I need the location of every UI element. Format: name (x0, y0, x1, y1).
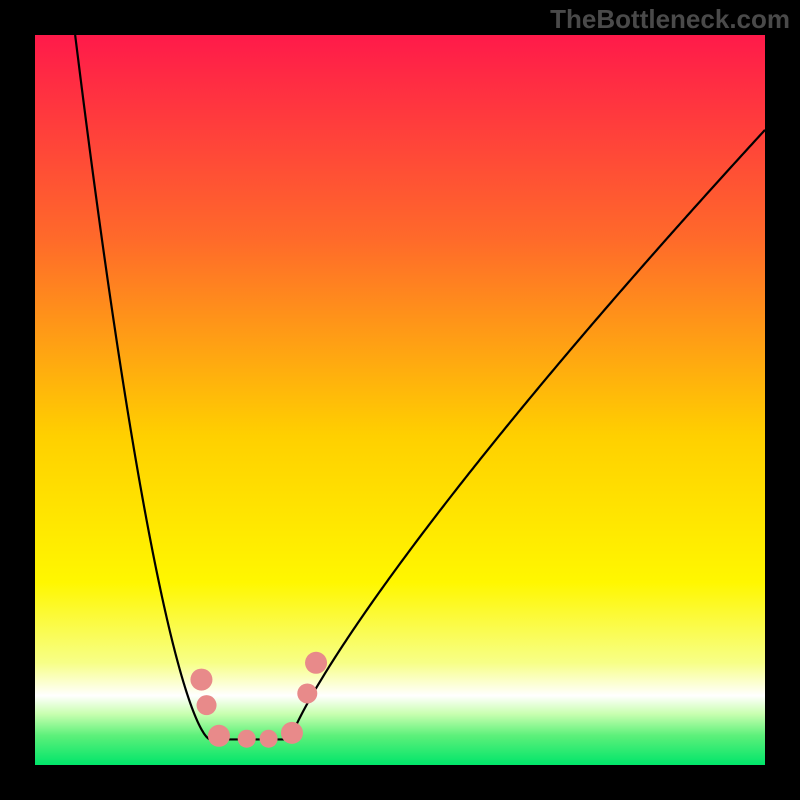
curve-marker (281, 722, 303, 744)
curve-marker (190, 669, 212, 691)
chart-gradient-background (35, 35, 765, 765)
curve-marker (238, 730, 256, 748)
curve-marker (297, 683, 317, 703)
curve-marker (208, 725, 230, 747)
curve-marker (260, 730, 278, 748)
bottleneck-curve-chart (0, 0, 800, 800)
curve-marker (305, 652, 327, 674)
watermark-text: TheBottleneck.com (550, 4, 790, 35)
chart-container: TheBottleneck.com (0, 0, 800, 800)
curve-marker (197, 695, 217, 715)
